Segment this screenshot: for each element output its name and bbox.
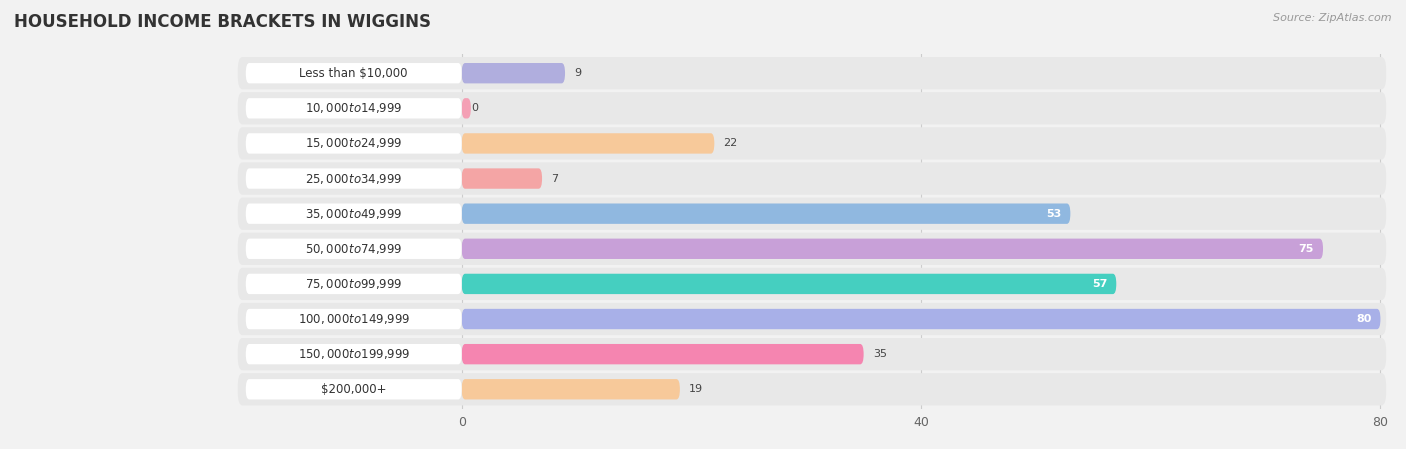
FancyBboxPatch shape bbox=[461, 98, 471, 119]
FancyBboxPatch shape bbox=[246, 63, 461, 84]
Text: 80: 80 bbox=[1355, 314, 1371, 324]
FancyBboxPatch shape bbox=[246, 168, 461, 189]
FancyBboxPatch shape bbox=[238, 198, 1386, 230]
Text: $200,000+: $200,000+ bbox=[321, 383, 387, 396]
Text: $25,000 to $34,999: $25,000 to $34,999 bbox=[305, 172, 402, 185]
Text: 9: 9 bbox=[574, 68, 581, 78]
FancyBboxPatch shape bbox=[238, 127, 1386, 159]
Text: $15,000 to $24,999: $15,000 to $24,999 bbox=[305, 136, 402, 150]
Text: 22: 22 bbox=[724, 138, 738, 149]
Text: 0: 0 bbox=[471, 103, 478, 113]
Text: $100,000 to $149,999: $100,000 to $149,999 bbox=[298, 312, 411, 326]
Text: 57: 57 bbox=[1091, 279, 1107, 289]
Text: Source: ZipAtlas.com: Source: ZipAtlas.com bbox=[1274, 13, 1392, 23]
Text: $50,000 to $74,999: $50,000 to $74,999 bbox=[305, 242, 402, 256]
Text: $75,000 to $99,999: $75,000 to $99,999 bbox=[305, 277, 402, 291]
FancyBboxPatch shape bbox=[246, 379, 461, 400]
FancyBboxPatch shape bbox=[246, 133, 461, 154]
FancyBboxPatch shape bbox=[246, 344, 461, 364]
FancyBboxPatch shape bbox=[461, 309, 1381, 329]
FancyBboxPatch shape bbox=[246, 274, 461, 294]
Text: $35,000 to $49,999: $35,000 to $49,999 bbox=[305, 207, 402, 220]
FancyBboxPatch shape bbox=[461, 63, 565, 84]
FancyBboxPatch shape bbox=[246, 309, 461, 329]
Text: 7: 7 bbox=[551, 174, 558, 184]
FancyBboxPatch shape bbox=[461, 238, 1323, 259]
Text: 19: 19 bbox=[689, 384, 703, 394]
FancyBboxPatch shape bbox=[238, 373, 1386, 405]
Text: Less than $10,000: Less than $10,000 bbox=[299, 67, 408, 79]
FancyBboxPatch shape bbox=[238, 268, 1386, 300]
FancyBboxPatch shape bbox=[246, 203, 461, 224]
FancyBboxPatch shape bbox=[461, 274, 1116, 294]
FancyBboxPatch shape bbox=[246, 98, 461, 119]
FancyBboxPatch shape bbox=[246, 238, 461, 259]
FancyBboxPatch shape bbox=[461, 168, 543, 189]
FancyBboxPatch shape bbox=[238, 57, 1386, 89]
FancyBboxPatch shape bbox=[238, 163, 1386, 195]
FancyBboxPatch shape bbox=[238, 303, 1386, 335]
FancyBboxPatch shape bbox=[461, 344, 863, 364]
FancyBboxPatch shape bbox=[461, 133, 714, 154]
Text: HOUSEHOLD INCOME BRACKETS IN WIGGINS: HOUSEHOLD INCOME BRACKETS IN WIGGINS bbox=[14, 13, 432, 31]
Text: $150,000 to $199,999: $150,000 to $199,999 bbox=[298, 347, 411, 361]
Text: $10,000 to $14,999: $10,000 to $14,999 bbox=[305, 101, 402, 115]
Text: 53: 53 bbox=[1046, 209, 1062, 219]
FancyBboxPatch shape bbox=[238, 92, 1386, 124]
FancyBboxPatch shape bbox=[461, 203, 1070, 224]
FancyBboxPatch shape bbox=[238, 338, 1386, 370]
Text: 35: 35 bbox=[873, 349, 887, 359]
Text: 75: 75 bbox=[1299, 244, 1313, 254]
FancyBboxPatch shape bbox=[238, 233, 1386, 265]
FancyBboxPatch shape bbox=[461, 379, 681, 400]
